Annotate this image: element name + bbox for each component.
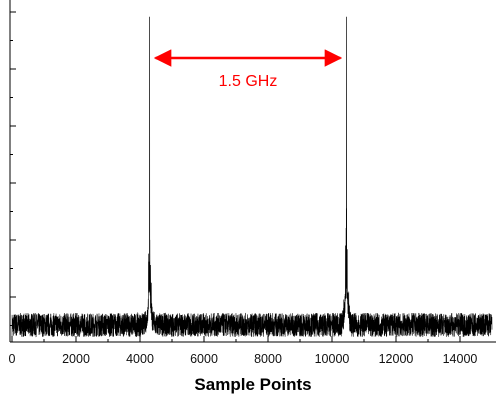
axis-ticks (10, 11, 461, 342)
plot-area (11, 16, 493, 338)
frequency-gap-label: 1.5 GHz (219, 73, 278, 90)
x-tick-label: 12000 (379, 352, 414, 366)
axes (9, 0, 496, 343)
x-tick-label: 2000 (62, 352, 90, 366)
x-tick-label: 0 (9, 352, 16, 366)
x-tick-label: 10000 (315, 352, 350, 366)
signal-trace (11, 16, 493, 338)
x-tick-labels: 0 2000 4000 6000 8000 10000 12000 14000 (9, 352, 478, 366)
x-axis-title: Sample Points (194, 375, 311, 394)
frequency-annotation: 1.5 GHz (153, 49, 343, 90)
x-tick-label: 8000 (254, 352, 282, 366)
x-tick-label: 4000 (126, 352, 154, 366)
x-tick-label: 14000 (443, 352, 478, 366)
x-tick-label: 6000 (190, 352, 218, 366)
